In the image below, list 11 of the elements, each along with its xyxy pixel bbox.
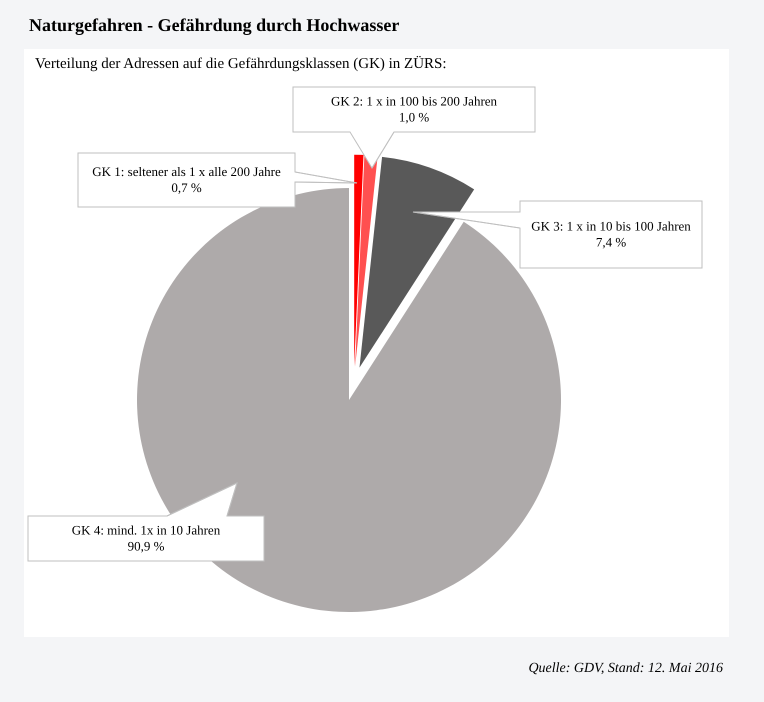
data-label: 7,4 % [596, 234, 626, 250]
chart-subtitle: Verteilung der Adressen auf die Gefährdungsklassen (GK) in ZÜRS: [35, 55, 447, 72]
slice-label: GK 2: 1 x in 100 bis 200 Jahren [330, 94, 498, 108]
data-label: 90,9 % [128, 538, 165, 554]
data-label: 1,0 % [398, 110, 430, 124]
slice-label: GK 3: 1 x in 10 bis 100 Jahren [531, 218, 692, 234]
source-note: Quelle: GDV, Stand: 12. Mai 2016 [528, 661, 723, 676]
chart-title: Naturgefahren - Gefährdung durch Hochwasser [29, 15, 400, 35]
slice-label: GK 1: seltener als 1 x alle 200 Jahre [92, 164, 281, 179]
data-label: 0,7 % [171, 180, 202, 195]
slice-label: GK 4: mind. 1x in 10 Jahren [72, 522, 221, 538]
